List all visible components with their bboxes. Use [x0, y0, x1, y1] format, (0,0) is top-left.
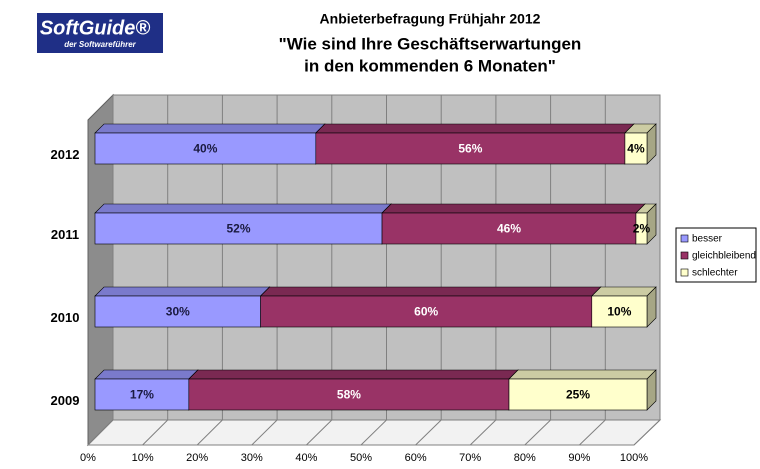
legend-label: schlechter	[692, 268, 738, 279]
legend-label: gleichbleibend	[692, 251, 756, 262]
bar	[188, 378, 510, 411]
bar	[635, 212, 648, 245]
bar-top	[94, 369, 199, 380]
grid-line	[469, 419, 497, 446]
grid-line	[360, 419, 387, 446]
bar	[94, 132, 317, 165]
grid-line	[415, 419, 442, 446]
bar	[381, 212, 637, 245]
value-label: 58%	[337, 388, 361, 402]
x-tick-label: 50%	[350, 452, 372, 464]
grid-line	[142, 419, 169, 446]
bar	[591, 295, 648, 328]
x-tick-label: 20%	[186, 452, 208, 464]
grid-line	[251, 419, 278, 446]
value-label: 4%	[627, 142, 645, 156]
legend-label: besser	[692, 234, 723, 245]
bar-top	[591, 286, 657, 297]
value-label: 60%	[414, 305, 438, 319]
bar-top	[381, 203, 646, 214]
x-tick-label: 40%	[295, 452, 317, 464]
bar	[94, 295, 261, 328]
value-label: 40%	[193, 142, 217, 156]
x-tick-label: 100%	[620, 452, 648, 464]
bar-top	[94, 286, 271, 297]
logo-tagline: der Softwareführer	[64, 40, 136, 49]
x-tick-label: 30%	[241, 452, 263, 464]
bar-top	[259, 286, 602, 297]
x-tick-label: 0%	[80, 452, 96, 464]
x-tick-label: 60%	[405, 452, 427, 464]
value-label: 52%	[227, 222, 251, 236]
legend-swatch	[680, 268, 689, 277]
bar	[508, 378, 648, 411]
value-label: 2%	[633, 222, 651, 236]
bar	[94, 212, 383, 245]
y-tick-label: 2009	[51, 393, 80, 408]
grid-line	[633, 419, 661, 446]
grid-line	[524, 419, 551, 446]
bar	[624, 132, 648, 165]
legend	[675, 227, 757, 283]
bar-top	[508, 369, 657, 380]
bar-top	[188, 369, 519, 380]
chart-subtitle: "Wie sind Ihre Geschäftserwartungen	[279, 34, 582, 53]
value-label: 10%	[607, 305, 631, 319]
bar-top	[315, 123, 635, 134]
legend-swatch	[680, 234, 689, 243]
bar	[260, 295, 593, 328]
logo-name: SoftGuide®	[40, 17, 151, 39]
x-tick-label: 10%	[132, 452, 154, 464]
grid-line	[306, 419, 333, 446]
value-label: 46%	[497, 222, 521, 236]
y-tick-label: 2012	[51, 147, 80, 162]
grid-line	[196, 419, 223, 446]
value-label: 30%	[166, 305, 190, 319]
value-label: 25%	[566, 388, 590, 402]
x-tick-label: 90%	[568, 452, 590, 464]
y-tick-label: 2011	[51, 227, 79, 242]
value-label: 17%	[130, 388, 154, 402]
bar-top	[94, 203, 392, 214]
value-label: 56%	[458, 142, 482, 156]
chart-title: Anbieterbefragung Frühjahr 2012	[320, 11, 541, 27]
bar-top	[94, 123, 326, 134]
logo-box	[37, 13, 163, 53]
bar	[94, 378, 190, 411]
grid-line	[87, 419, 114, 446]
x-tick-label: 70%	[459, 452, 481, 464]
grid-line	[579, 419, 606, 446]
x-tick-label: 80%	[514, 452, 536, 464]
chart-subtitle: in den kommenden 6 Monaten"	[304, 56, 556, 75]
y-tick-label: 2010	[51, 310, 80, 325]
legend-swatch	[680, 251, 689, 260]
